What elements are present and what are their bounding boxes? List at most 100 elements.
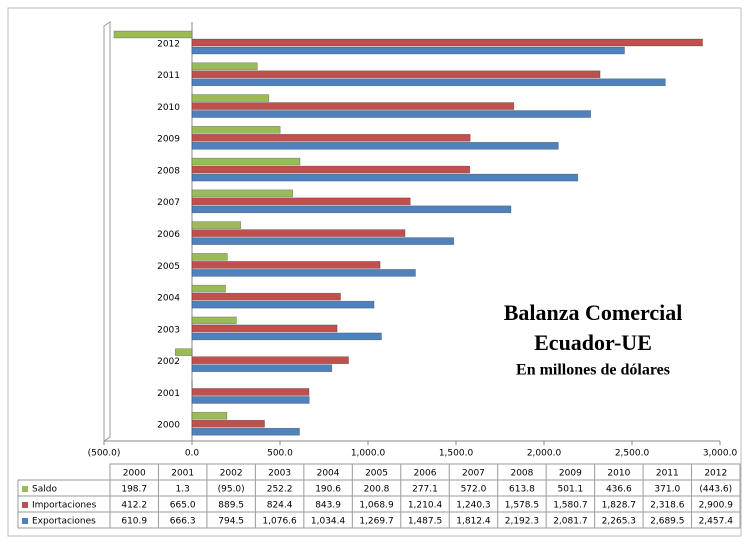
y-tick-label: 2005 xyxy=(157,262,180,272)
y-tick-label: 2008 xyxy=(157,166,180,176)
legend-swatch xyxy=(22,502,28,508)
y-tick-label: 2012 xyxy=(157,39,180,49)
x-tick-label: 2,500.0 xyxy=(615,449,650,459)
bar xyxy=(191,292,341,301)
bar xyxy=(191,38,703,47)
bar xyxy=(191,316,237,325)
table-cell: 190.6 xyxy=(315,485,341,495)
table-cell: (443.6) xyxy=(699,485,732,495)
bar xyxy=(191,388,310,396)
table-header: 2002 xyxy=(220,469,243,479)
table-cell: 666.3 xyxy=(170,517,196,527)
table-header: 2006 xyxy=(414,469,437,479)
table-cell: 572.0 xyxy=(461,485,487,495)
y-tick-label: 2000 xyxy=(157,421,180,431)
bar xyxy=(191,173,579,182)
bar xyxy=(191,269,416,277)
y-tick-label: 2001 xyxy=(157,389,180,399)
table-cell: 1,076.6 xyxy=(262,517,297,527)
table-cell: 613.8 xyxy=(509,485,535,495)
table-cell: 824.4 xyxy=(267,501,293,511)
y-tick-label: 2004 xyxy=(157,294,180,304)
x-tick-label: 2,000.0 xyxy=(527,449,562,459)
bar xyxy=(174,348,193,356)
bar xyxy=(191,284,226,293)
table-cell: (95.0) xyxy=(218,485,245,495)
table-header: 2004 xyxy=(317,469,340,479)
bar xyxy=(191,165,471,174)
table-cell: 1,269.7 xyxy=(359,517,393,527)
y-tick-label: 2010 xyxy=(157,103,180,113)
bar xyxy=(191,126,281,134)
bar xyxy=(191,62,258,71)
bar xyxy=(191,102,515,110)
y-tick-label: 2009 xyxy=(157,135,180,145)
table-cell: 1,068.9 xyxy=(359,501,394,511)
table-cell: 610.9 xyxy=(121,517,147,527)
bar xyxy=(191,46,625,55)
y-tick-label: 2006 xyxy=(157,230,180,240)
table-header: 2007 xyxy=(462,469,485,479)
table-header: 2011 xyxy=(656,469,679,479)
x-tick-label: 500.0 xyxy=(267,449,293,459)
table-cell: 843.9 xyxy=(315,501,341,511)
table-cell: 1.3 xyxy=(176,485,190,495)
bar xyxy=(191,221,242,229)
y-tick-label: 2003 xyxy=(157,325,180,335)
y-tick-label: 2011 xyxy=(157,71,180,81)
bar xyxy=(191,197,411,206)
table-header: 2000 xyxy=(123,469,146,479)
bar xyxy=(191,419,265,428)
table-cell: 2,689.5 xyxy=(650,517,684,527)
bar xyxy=(191,364,333,372)
bar xyxy=(191,356,349,364)
chart-title: Balanza Comercial xyxy=(504,300,683,325)
legend-label: Exportaciones xyxy=(32,517,96,527)
table-cell: 200.8 xyxy=(364,485,390,495)
bar xyxy=(191,300,375,309)
table-cell: 2,265.3 xyxy=(602,517,636,527)
table-header: 2010 xyxy=(607,469,630,479)
x-tick-label: 1,500.0 xyxy=(439,449,474,459)
bar xyxy=(191,324,338,333)
table-cell: 1,578.5 xyxy=(505,501,539,511)
y-tick-label: 2007 xyxy=(157,198,180,208)
legend-swatch xyxy=(22,486,28,492)
bar xyxy=(191,78,666,87)
table-cell: 371.0 xyxy=(654,485,680,495)
table-header: 2012 xyxy=(704,469,727,479)
bar xyxy=(113,30,193,39)
bar xyxy=(191,157,301,166)
x-tick-label: 3,000.0 xyxy=(703,449,738,459)
bar xyxy=(191,427,300,436)
bar xyxy=(191,142,559,150)
table-cell: 1,034.4 xyxy=(311,517,346,527)
legend-label: Importaciones xyxy=(32,501,97,511)
table-cell: 1,812.4 xyxy=(456,517,491,527)
chart-wall xyxy=(103,21,111,442)
x-tick-label: 1,000.0 xyxy=(351,449,386,459)
bar xyxy=(191,94,270,102)
table-cell: 2,457.4 xyxy=(699,517,734,527)
y-tick-label: 2002 xyxy=(157,357,180,367)
table-cell: 1,240.3 xyxy=(456,501,490,511)
x-tick-label: (500.0) xyxy=(88,449,121,459)
table-cell: 1,828.7 xyxy=(602,501,636,511)
bar xyxy=(191,205,512,214)
table-cell: 1,580.7 xyxy=(553,501,587,511)
table-header: 2005 xyxy=(365,469,388,479)
bar xyxy=(191,253,228,261)
legend-swatch xyxy=(22,518,28,524)
bar xyxy=(191,229,406,237)
table-cell: 1,210.4 xyxy=(408,501,443,511)
table-header: 2001 xyxy=(171,469,194,479)
table-cell: 665.0 xyxy=(170,501,196,511)
table-header: 2009 xyxy=(559,469,582,479)
chart-annotation: En millones de dólares xyxy=(516,362,670,379)
bar xyxy=(191,237,455,245)
table-cell: 889.5 xyxy=(218,501,244,511)
bar xyxy=(191,411,228,420)
table-cell: 794.5 xyxy=(218,517,244,527)
table-cell: 2,900.9 xyxy=(699,501,734,511)
